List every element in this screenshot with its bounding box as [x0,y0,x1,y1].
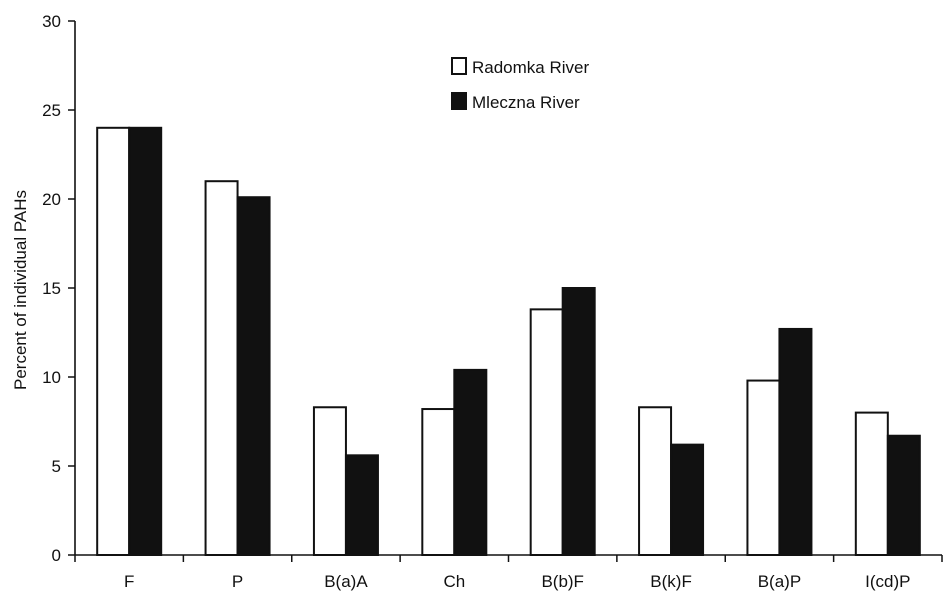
bar-mleczna [886,434,921,556]
legend: Radomka River Mleczna River [451,57,589,112]
x-tick-label: F [124,572,134,591]
bar-mleczna [670,443,705,557]
y-tick-label: 5 [52,457,61,476]
x-tick-label: I(cd)P [865,572,910,591]
x-tick-label: B(b)F [541,572,584,591]
bar-radomka [312,406,347,557]
bar-radomka [96,126,131,557]
bar-mleczna [128,126,163,557]
legend-label: Mleczna River [472,93,580,112]
y-axis-title: Percent of individual PAHs [11,190,30,390]
y-tick-label: 10 [42,368,61,387]
axes: 0 5 10 15 20 25 30 F P B(a)A Ch B(b)F B(k)F B(a)P I(cd… [42,12,943,591]
legend-swatch [451,92,467,110]
x-tick-label: B(a)P [758,572,801,591]
y-tick-label: 30 [42,12,61,31]
bars [96,126,921,557]
bar-radomka [638,406,673,557]
bar-radomka [854,411,889,556]
bar-radomka [204,180,239,556]
y-tick-label: 15 [42,279,61,298]
y-tick-label: 20 [42,190,61,209]
x-tick-label: P [232,572,243,591]
legend-swatch [451,57,467,75]
y-tick-label: 0 [52,546,61,565]
bar-mleczna [778,327,813,556]
x-tick-label: B(a)A [324,572,368,591]
legend-label: Radomka River [472,58,589,77]
x-tick-label: Ch [443,572,465,591]
bar-mleczna [236,196,271,556]
y-tick-label: 25 [42,101,61,120]
bar-radomka [746,379,781,556]
x-tick-label: B(k)F [650,572,692,591]
bar-radomka [421,408,456,557]
bar-mleczna [344,454,379,557]
bar-mleczna [561,287,596,556]
bar-radomka [529,308,564,556]
bar-mleczna [453,368,488,556]
